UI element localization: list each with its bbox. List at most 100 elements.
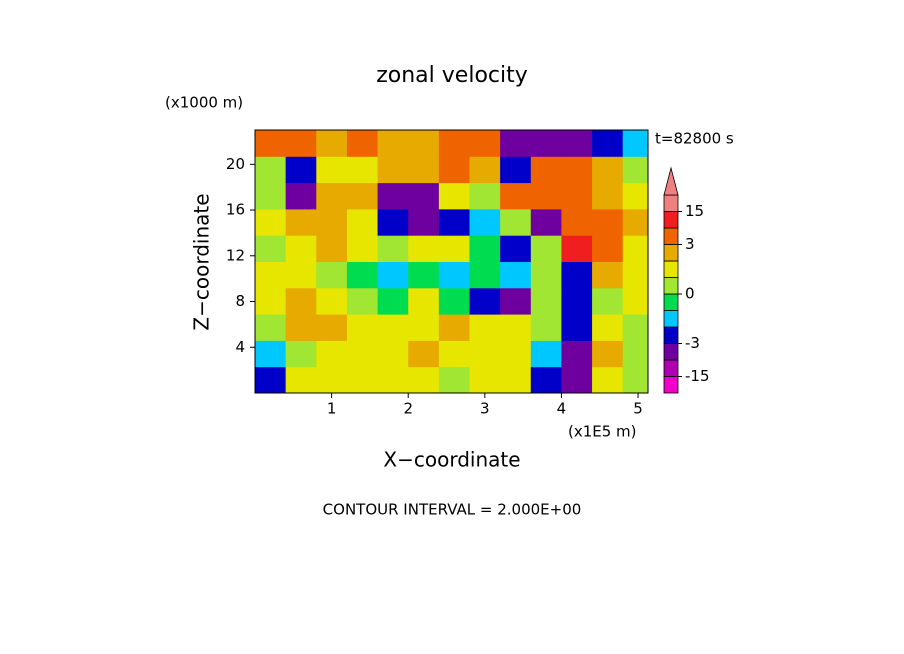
- contour-cell: [500, 261, 532, 289]
- contour-cell: [255, 156, 287, 184]
- contour-cell: [500, 235, 532, 262]
- colorbar-swatch: [663, 326, 679, 344]
- contour-cell: [530, 366, 562, 394]
- contour-cell: [255, 182, 287, 210]
- x-tick-label: 3: [480, 400, 490, 418]
- contour-cell: [561, 314, 593, 341]
- contour-cell: [469, 235, 501, 262]
- contour-cell: [438, 208, 471, 236]
- contour-cell: [530, 208, 562, 236]
- contour-cell: [500, 366, 532, 394]
- contour-cell: [561, 235, 593, 262]
- colorbar-swatch: [663, 211, 679, 229]
- contour-cell: [592, 235, 624, 262]
- y-tick-label: 8: [235, 292, 245, 310]
- contour-cell: [592, 182, 624, 210]
- contour-cell: [469, 261, 501, 289]
- contour-cell: [316, 182, 348, 210]
- contour-cell: [408, 156, 440, 184]
- y-unit: (x1000 m): [165, 94, 243, 112]
- contour-cell: [530, 130, 562, 157]
- contour-cell: [316, 366, 348, 394]
- contour-cell: [500, 130, 532, 157]
- contour-cell: [316, 287, 348, 315]
- colorbar-swatch: [663, 244, 679, 262]
- contour-cell: [530, 340, 562, 368]
- y-axis-label: Z−coordinate: [190, 193, 214, 330]
- colorbar-swatch: [663, 293, 679, 311]
- contour-cell: [408, 314, 440, 341]
- contour-cell: [377, 314, 409, 341]
- colorbar-swatch: [663, 277, 679, 295]
- contour-cell: [408, 287, 440, 315]
- plot-frame: [254, 129, 649, 394]
- contour-cell: [316, 156, 348, 184]
- y-tick-label: 12: [226, 246, 245, 264]
- colorbar-swatch: [663, 359, 679, 377]
- contour-cell: [285, 208, 317, 236]
- contour-cell: [285, 261, 317, 289]
- chart-title: zonal velocity: [376, 63, 528, 88]
- contour-cell: [408, 208, 440, 236]
- contour-cell: [561, 130, 593, 157]
- contour-cell: [438, 340, 471, 368]
- contour-cell: [592, 366, 624, 394]
- contour-cell: [469, 287, 501, 315]
- y-tick-label: 4: [235, 338, 245, 356]
- contour-cell: [530, 287, 562, 315]
- contour-cell: [255, 261, 287, 289]
- contour-cell: [377, 130, 409, 157]
- contour-cell: [561, 208, 593, 236]
- colorbar-swatch: [663, 260, 679, 278]
- contour-cell: [377, 340, 409, 368]
- contour-cell: [316, 261, 348, 289]
- contour-cell: [561, 287, 593, 315]
- contour-cell: [255, 208, 287, 236]
- time-label: t=82800 s: [655, 130, 734, 148]
- contour-cell: [346, 208, 379, 236]
- x-unit: (x1E5 m): [568, 423, 637, 441]
- contour-cell: [377, 156, 409, 184]
- contour-cell: [561, 182, 593, 210]
- contour-cell: [530, 235, 562, 262]
- contour-cell: [285, 287, 317, 315]
- contour-cell: [316, 235, 348, 262]
- contour-cell: [438, 261, 471, 289]
- contour-cell: [500, 340, 532, 368]
- colorbar-tick-label: -15: [685, 367, 710, 385]
- contour-cell: [316, 130, 348, 157]
- contour-cell: [469, 208, 501, 236]
- contour-cell: [408, 182, 440, 210]
- contour-cell: [530, 156, 562, 184]
- contour-cell: [500, 314, 532, 341]
- colorbar-swatch: [663, 310, 679, 328]
- contour-cell: [255, 340, 287, 368]
- contour-cell: [438, 130, 471, 157]
- colorbar-swatch: [663, 343, 679, 361]
- contour-cell: [561, 366, 593, 394]
- contour-cell: [622, 156, 649, 184]
- contour-cell: [255, 287, 287, 315]
- contour-cell: [622, 235, 649, 262]
- contour-cell: [530, 261, 562, 289]
- contour-cell: [561, 261, 593, 289]
- x-axis-label: X−coordinate: [383, 448, 520, 472]
- contour-cell: [255, 235, 287, 262]
- contour-cell: [469, 156, 501, 184]
- contour-cell: [346, 235, 379, 262]
- contour-cell: [592, 130, 624, 157]
- contour-cell: [438, 156, 471, 184]
- contour-cell: [377, 261, 409, 289]
- contour-cell: [408, 261, 440, 289]
- contour-cell: [377, 235, 409, 262]
- contour-cell: [469, 314, 501, 341]
- contour-cell: [346, 314, 379, 341]
- contour-cell: [285, 340, 317, 368]
- contour-cell: [438, 182, 471, 210]
- y-tick-label: 16: [226, 201, 245, 219]
- contour-cell: [316, 208, 348, 236]
- contour-cell: [469, 130, 501, 157]
- contour-cell: [285, 235, 317, 262]
- contour-cell: [408, 340, 440, 368]
